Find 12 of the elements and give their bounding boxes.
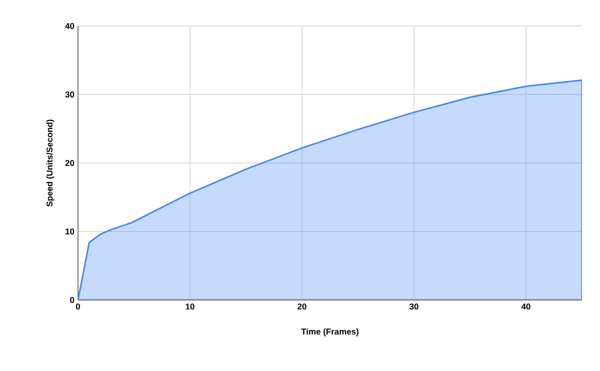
y-tick-label: 10 — [66, 228, 74, 234]
y-axis-title: Speed (Units/Second) — [46, 120, 54, 207]
x-tick-label: 30 — [409, 304, 418, 310]
y-tick-label: 20 — [65, 160, 74, 166]
x-tick-label: 10 — [186, 304, 194, 310]
y-tick-label: 40 — [65, 23, 74, 29]
y-tick-label: 0 — [70, 297, 74, 303]
x-axis-title: Time (Frames) — [301, 328, 358, 336]
x-tick-label: 40 — [521, 304, 530, 310]
x-tick-label: 20 — [298, 304, 306, 310]
x-tick-label: 0 — [76, 304, 80, 310]
y-tick-label: 30 — [65, 92, 74, 98]
